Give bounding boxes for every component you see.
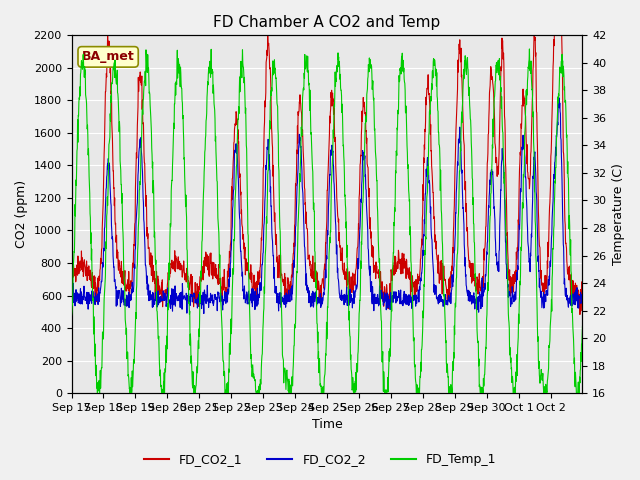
Text: BA_met: BA_met xyxy=(82,50,134,63)
Legend: FD_CO2_1, FD_CO2_2, FD_Temp_1: FD_CO2_1, FD_CO2_2, FD_Temp_1 xyxy=(139,448,501,471)
Y-axis label: Temperature (C): Temperature (C) xyxy=(612,163,625,265)
Title: FD Chamber A CO2 and Temp: FD Chamber A CO2 and Temp xyxy=(213,15,440,30)
X-axis label: Time: Time xyxy=(312,419,342,432)
Y-axis label: CO2 (ppm): CO2 (ppm) xyxy=(15,180,28,248)
